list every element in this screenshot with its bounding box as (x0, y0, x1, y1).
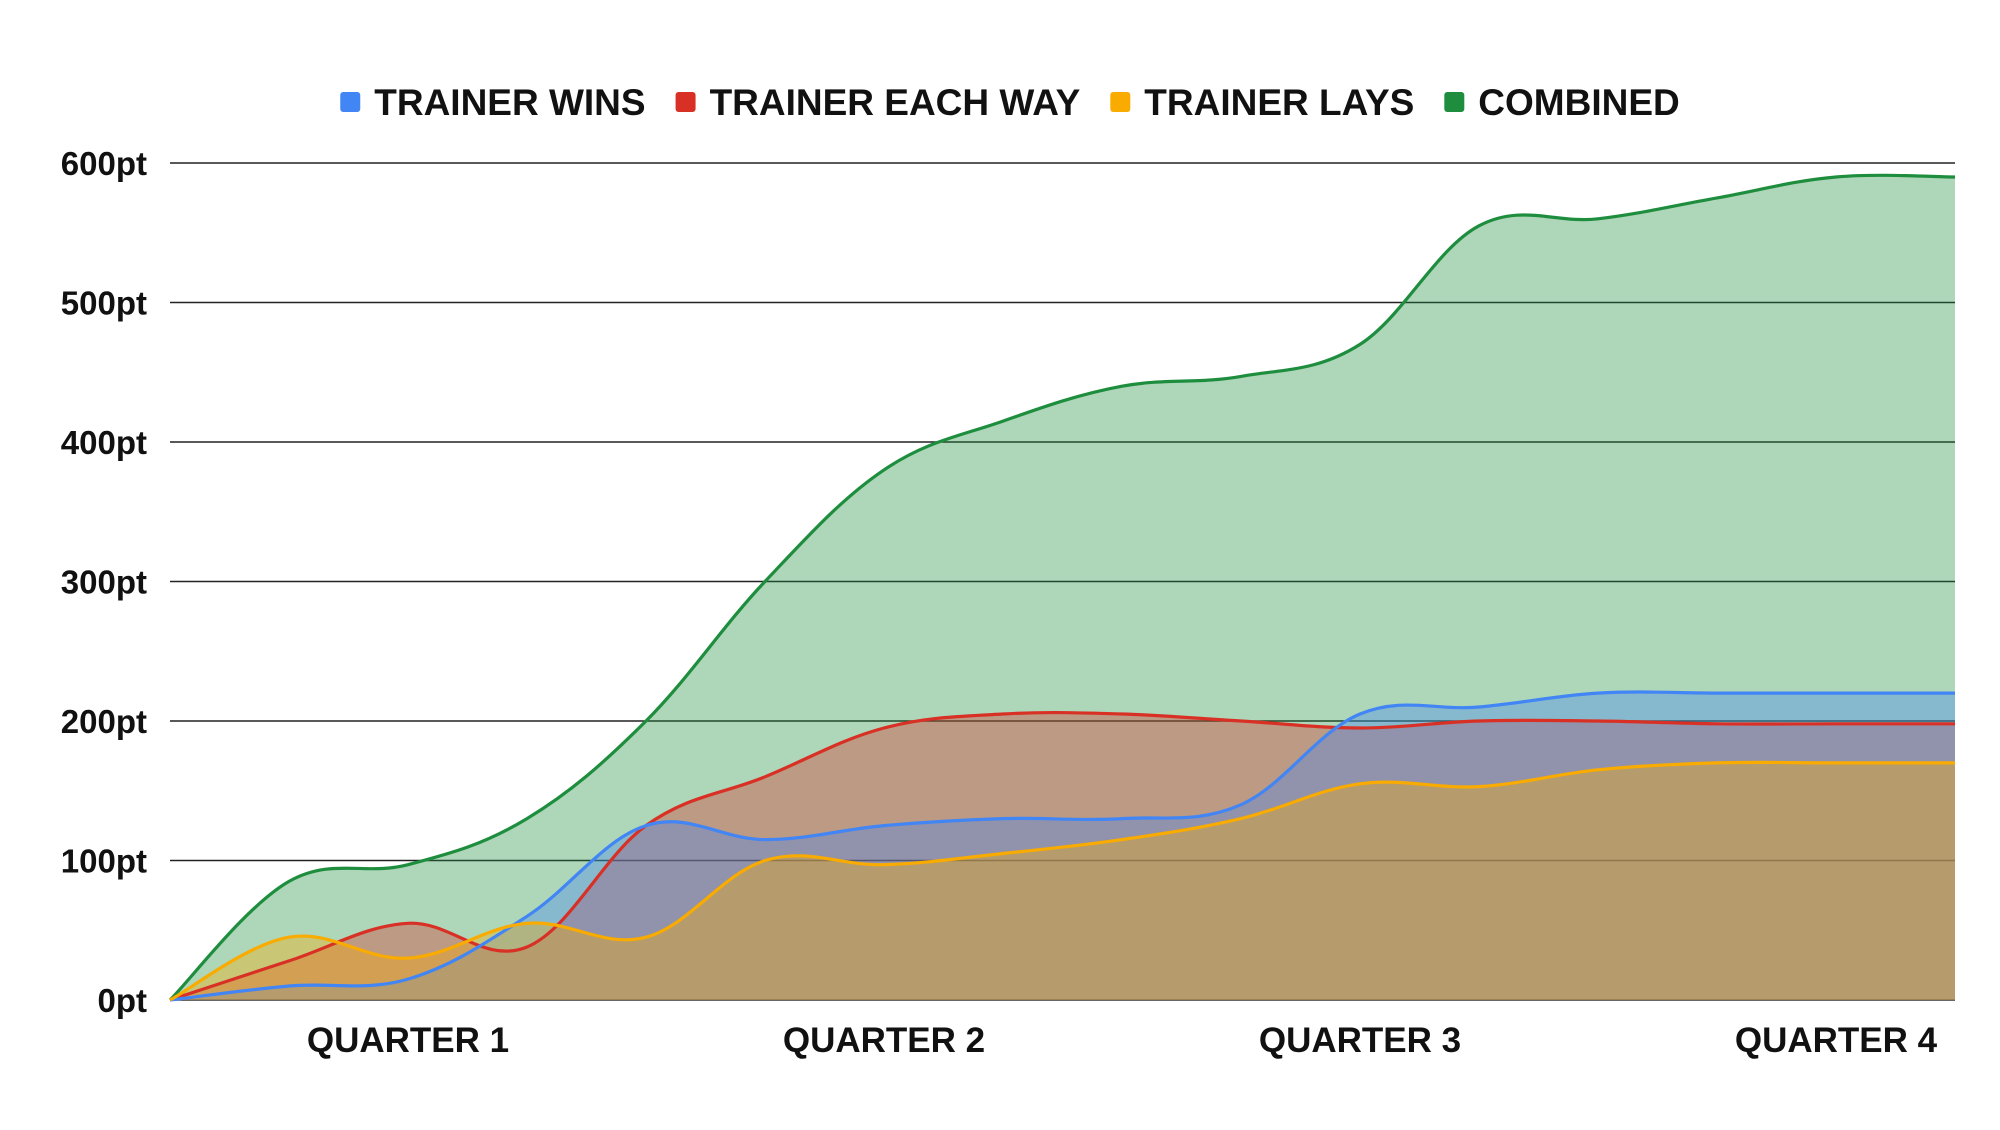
legend-label-trainer-lays: TRAINER LAYS (1144, 82, 1414, 123)
x-tick-label: QUARTER 4 (1735, 1021, 1938, 1060)
x-tick-label: QUARTER 1 (307, 1021, 509, 1060)
legend-swatch-trainer-each-way (675, 92, 696, 112)
legend-label-trainer-wins: TRAINER WINS (374, 82, 645, 123)
y-tick-label: 600pt (61, 145, 147, 182)
legend-label-combined: COMBINED (1478, 82, 1679, 123)
series-lines (168, 173, 1956, 1002)
y-tick-label: 400pt (61, 424, 147, 461)
y-tick-label: 100pt (61, 843, 147, 880)
y-tick-label: 500pt (61, 285, 147, 322)
axis-labels: 0pt 100pt 200pt 300pt 400pt 500pt 600pt QUARTER… (61, 145, 1938, 1060)
legend: TRAINER WINS TRAINER EACH WAY TRAINER LAYS… (340, 82, 1680, 123)
legend-label-trainer-each-way: TRAINER EACH WAY (710, 82, 1081, 123)
line-trainer-each-way (169, 710, 1955, 1002)
line-combined (168, 173, 1956, 1002)
legend-swatch-trainer-wins (340, 92, 361, 112)
series-areas (170, 175, 1955, 1001)
line-trainer-lays (169, 760, 1955, 1002)
area-combined (170, 175, 1955, 1001)
y-tick-label: 0pt (98, 982, 148, 1019)
legend-swatch-combined (1444, 92, 1465, 112)
y-tick-label: 200pt (61, 703, 147, 740)
x-tick-label: QUARTER 2 (783, 1021, 985, 1060)
y-tick-label: 300pt (61, 564, 147, 601)
gridlines (170, 162, 1955, 1001)
legend-swatch-trainer-lays (1110, 92, 1131, 112)
x-tick-label: QUARTER 3 (1259, 1021, 1461, 1060)
line-trainer-wins (169, 690, 1955, 1002)
